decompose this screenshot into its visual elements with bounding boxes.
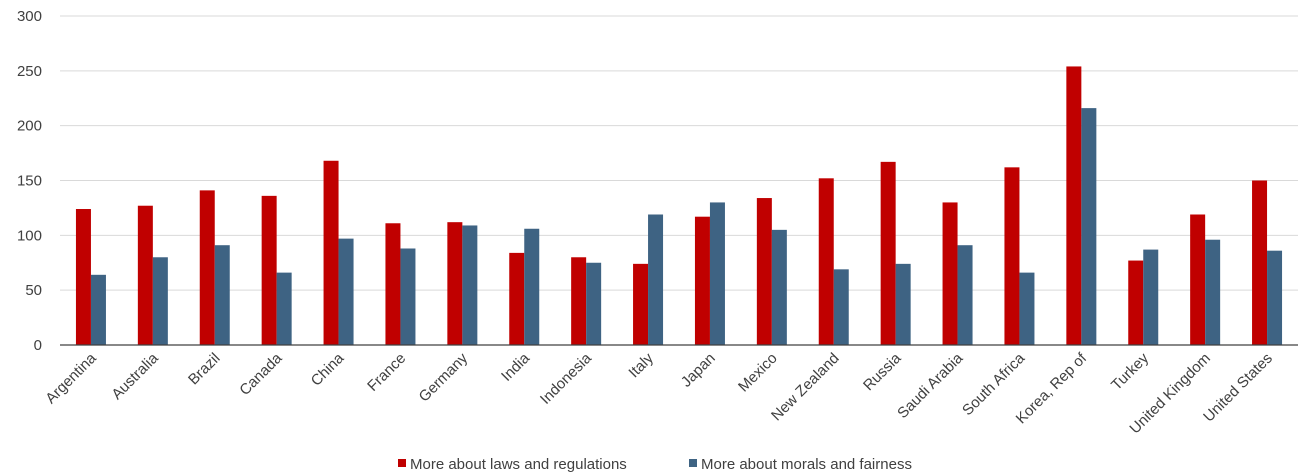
y-tick-label: 0 bbox=[34, 337, 42, 354]
y-tick-label: 300 bbox=[17, 8, 42, 25]
x-tick-label: Italy bbox=[625, 349, 657, 381]
x-tick-label: Germany bbox=[416, 349, 472, 405]
bar-morals-fairness bbox=[524, 228, 540, 345]
bar-laws-regulations bbox=[1066, 66, 1082, 346]
x-tick-label: Australia bbox=[108, 349, 162, 403]
legend-swatch bbox=[398, 459, 406, 467]
x-tick-label: Canada bbox=[236, 349, 286, 399]
bar-morals-fairness bbox=[648, 214, 664, 345]
y-tick-label: 100 bbox=[17, 227, 42, 244]
bar-laws-regulations bbox=[756, 198, 772, 345]
bar-morals-fairness bbox=[1267, 250, 1283, 345]
bar-morals-fairness bbox=[1205, 239, 1221, 345]
bar-laws-regulations bbox=[75, 209, 91, 345]
legend: More about laws and regulations More abou… bbox=[398, 456, 912, 473]
y-tick-label: 250 bbox=[17, 63, 42, 80]
bar-morals-fairness bbox=[1019, 272, 1035, 345]
x-axis-labels: Argentina Australia Brazil Canada China Franc… bbox=[42, 349, 1276, 437]
x-tick-label: China bbox=[308, 349, 348, 389]
bar-laws-regulations bbox=[694, 216, 710, 345]
y-tick-label: 50 bbox=[25, 282, 42, 299]
bar-morals-fairness bbox=[895, 263, 911, 345]
bar-laws-regulations bbox=[323, 160, 339, 345]
bar-laws-regulations bbox=[1004, 167, 1020, 345]
bar-laws-regulations bbox=[1128, 260, 1144, 345]
legend-label: More about morals and fairness bbox=[701, 456, 912, 473]
bar-morals-fairness bbox=[400, 248, 416, 345]
bar-laws-regulations bbox=[880, 161, 896, 345]
x-tick-label: Japan bbox=[678, 350, 719, 391]
bar-morals-fairness bbox=[152, 257, 168, 345]
x-tick-label: Saudi Arabia bbox=[894, 349, 967, 422]
bar-laws-regulations bbox=[942, 202, 958, 345]
bar-laws-regulations bbox=[1252, 180, 1268, 345]
x-tick-label: Brazil bbox=[185, 350, 224, 389]
bar-morals-fairness bbox=[833, 269, 849, 345]
bars bbox=[75, 66, 1283, 346]
bar-laws-regulations bbox=[509, 252, 525, 345]
bar-laws-regulations bbox=[137, 205, 153, 345]
x-tick-label: Russia bbox=[860, 349, 905, 394]
bar-morals-fairness bbox=[462, 225, 478, 345]
y-tick-label: 200 bbox=[17, 118, 42, 135]
x-tick-label: Indonesia bbox=[537, 349, 595, 407]
y-axis-ticks: 0 50 100 150 200 250 300 bbox=[17, 8, 42, 354]
bar-laws-regulations bbox=[571, 257, 587, 345]
x-tick-label: India bbox=[498, 349, 533, 384]
bar-laws-regulations bbox=[818, 178, 834, 345]
bar-morals-fairness bbox=[586, 262, 602, 345]
bar-morals-fairness bbox=[276, 272, 292, 345]
bar-laws-regulations bbox=[1190, 214, 1206, 345]
bar-morals-fairness bbox=[1143, 249, 1159, 345]
x-tick-label: France bbox=[364, 350, 409, 395]
x-tick-label: Turkey bbox=[1108, 349, 1152, 393]
legend-swatch bbox=[689, 459, 697, 467]
y-tick-label: 150 bbox=[17, 173, 42, 190]
bar-morals-fairness bbox=[709, 202, 725, 345]
x-tick-label: Argentina bbox=[42, 349, 100, 407]
bar-laws-regulations bbox=[261, 195, 277, 345]
bar-laws-regulations bbox=[385, 223, 401, 345]
bar-laws-regulations bbox=[633, 263, 649, 345]
bar-morals-fairness bbox=[214, 245, 230, 345]
x-tick-label: Mexico bbox=[735, 350, 781, 396]
legend-label: More about laws and regulations bbox=[410, 456, 627, 473]
bar-morals-fairness bbox=[338, 238, 354, 345]
gridlines bbox=[60, 15, 1298, 291]
bar-laws-regulations bbox=[199, 190, 215, 345]
bar-laws-regulations bbox=[447, 222, 463, 345]
bar-morals-fairness bbox=[957, 245, 973, 345]
bar-morals-fairness bbox=[90, 274, 106, 345]
bar-morals-fairness bbox=[1081, 108, 1097, 346]
bar-morals-fairness bbox=[771, 229, 787, 345]
